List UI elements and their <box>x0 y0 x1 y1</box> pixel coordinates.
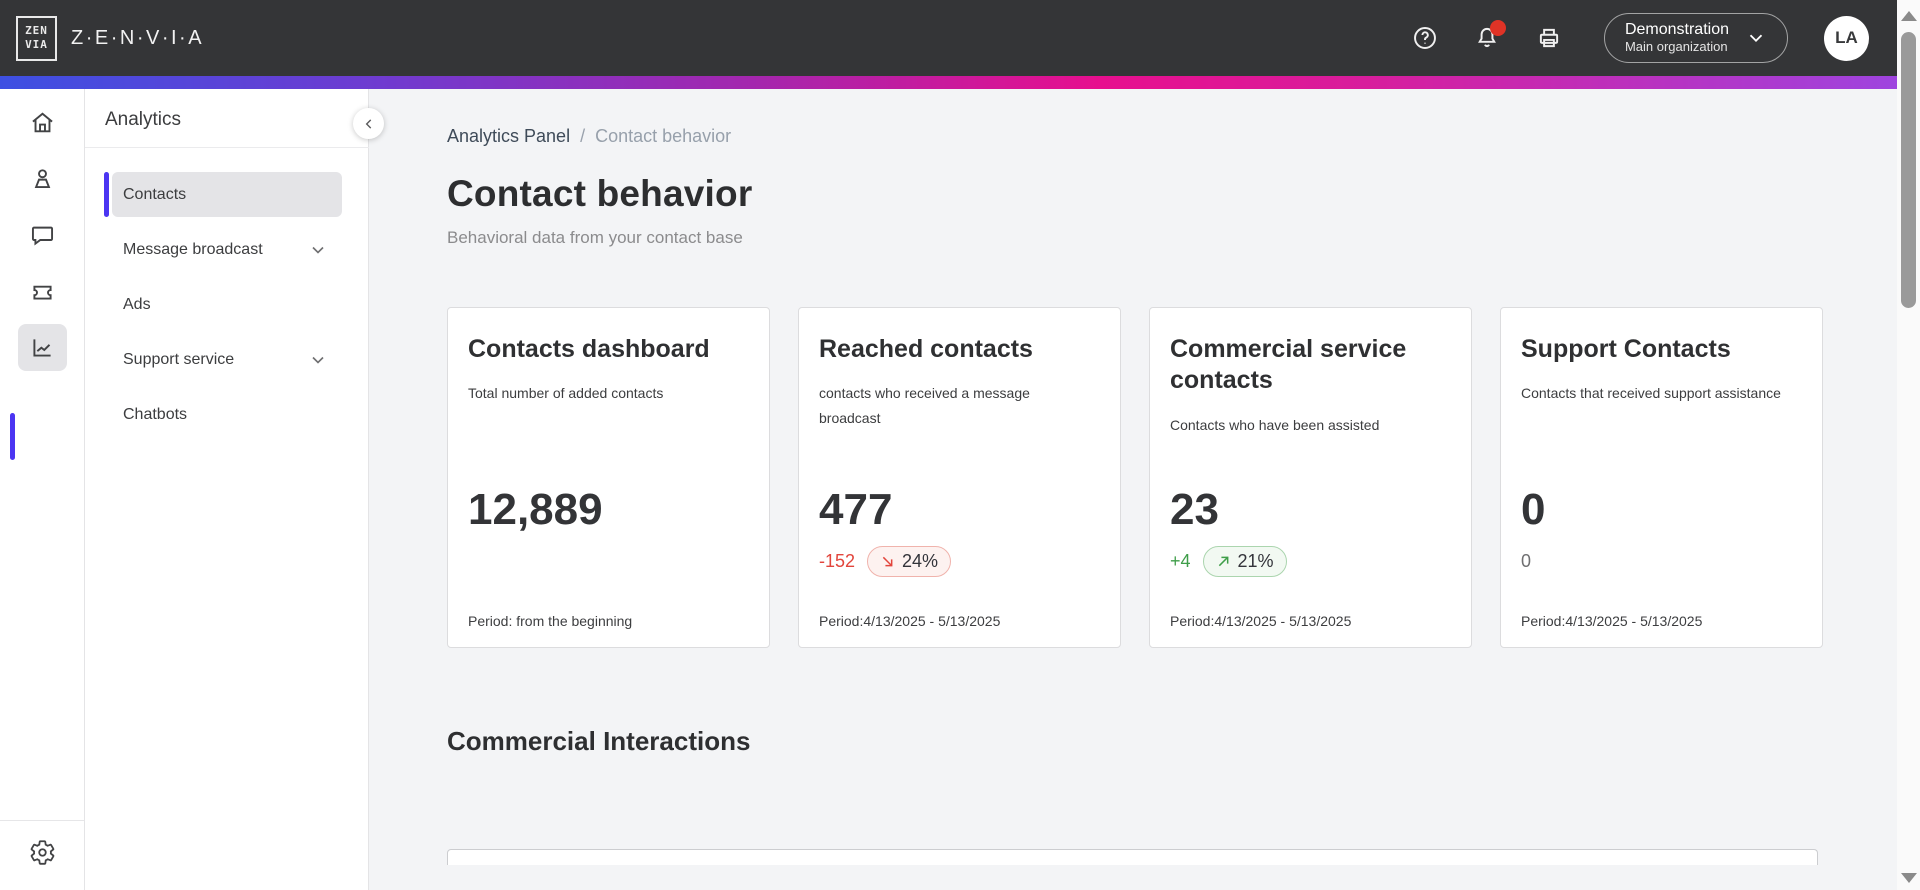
card-commercial-service-contacts: Commercial service contacts Contacts who… <box>1149 307 1472 648</box>
logo-mark-top: ZEN <box>25 24 48 38</box>
card-support-contacts: Support Contacts Contacts that received … <box>1500 307 1823 648</box>
menu-item-chatbots[interactable]: Chatbots <box>112 392 342 437</box>
menu-item-message-broadcast[interactable]: Message broadcast <box>112 227 342 272</box>
card-period: Period:4/13/2025 - 5/13/2025 <box>1170 613 1352 629</box>
user-avatar[interactable]: LA <box>1824 15 1869 61</box>
breadcrumb: Analytics Panel / Contact behavior <box>447 126 1897 147</box>
card-delta: -152 <box>819 550 856 571</box>
card-title: Commercial service contacts <box>1170 335 1407 395</box>
panel-divider <box>85 147 369 148</box>
rail-divider <box>0 820 84 821</box>
card-period: Period:4/13/2025 - 5/13/2025 <box>1521 613 1703 629</box>
ticket-icon <box>33 285 52 300</box>
main-content: Analytics Panel / Contact behavior Conta… <box>370 89 1897 890</box>
menu-item-contacts[interactable]: Contacts <box>104 172 342 217</box>
notifications-bell-icon[interactable] <box>1474 20 1506 51</box>
brand-logo[interactable]: ZEN VIA Z·E·N·V·I·A <box>16 15 205 61</box>
active-menu-indicator <box>104 172 109 217</box>
card-description: Contacts who have been assisted <box>1170 416 1380 433</box>
page-subtitle: Behavioral data from your contact base <box>447 228 743 247</box>
menu-item-label: Support service <box>123 350 235 368</box>
active-rail-indicator <box>10 413 15 460</box>
organization-switcher[interactable]: Demonstration Main organization <box>1603 13 1788 63</box>
card-title: Reached contacts <box>819 335 1033 363</box>
arrow-down-right-icon <box>882 556 893 566</box>
menu-item-label: Message broadcast <box>123 240 263 258</box>
scrollbar-down-arrow[interactable] <box>1901 873 1917 883</box>
card-description: Contacts that received support assistanc… <box>1521 385 1781 402</box>
analytics-panel: Analytics Contacts Message broadcast Ads… <box>85 89 384 890</box>
chevron-down-icon <box>1749 34 1763 43</box>
chevron-down-icon <box>312 246 324 254</box>
card-delta: 0 <box>1521 550 1532 571</box>
accent-gradient-bar <box>0 76 1897 89</box>
card-delta: +4 <box>1170 550 1191 571</box>
panel-title: Analytics <box>105 109 182 130</box>
menu-item-support-service[interactable]: Support service <box>112 337 342 382</box>
zenvia-logo-icon: ZEN VIA <box>16 15 57 61</box>
gear-icon <box>30 840 55 865</box>
sidebar-item-contacts[interactable] <box>18 155 67 202</box>
card-title: Support Contacts <box>1521 335 1731 363</box>
sidebar-item-settings[interactable] <box>18 829 67 876</box>
menu-item-label: Contacts <box>123 185 187 203</box>
organization-subtitle: Main organization <box>1624 39 1728 55</box>
scrollbar-thumb[interactable] <box>1901 32 1916 308</box>
notification-badge <box>1489 20 1506 36</box>
card-reached-contacts: Reached contacts contacts who received a… <box>798 307 1121 648</box>
commercial-interactions-card-partial <box>447 849 1818 865</box>
card-contacts-dashboard: Contacts dashboard Total number of added… <box>447 307 770 648</box>
breadcrumb-separator: / <box>580 126 586 146</box>
card-value: 0 <box>1521 485 1546 534</box>
organization-name: Demonstration <box>1624 20 1729 38</box>
menu-item-label: Ads <box>123 295 151 313</box>
card-value: 23 <box>1170 485 1219 534</box>
section-title-commercial-interactions: Commercial Interactions <box>447 726 751 756</box>
breadcrumb-current: Contact behavior <box>595 126 732 146</box>
badge-percent: 21% <box>1237 550 1274 571</box>
person-icon <box>34 169 51 189</box>
sidebar-item-home[interactable] <box>18 99 67 146</box>
sidebar-item-conversations[interactable] <box>18 212 67 259</box>
page-scrollbar[interactable] <box>1897 0 1920 890</box>
logo-mark-bottom: VIA <box>25 38 48 51</box>
sidebar-item-analytics[interactable] <box>18 324 67 371</box>
line-chart-icon <box>33 339 51 357</box>
menu-item-ads[interactable]: Ads <box>112 282 342 327</box>
top-header: ZEN VIA Z·E·N·V·I·A <box>0 0 1897 76</box>
kpi-cards-row: Contacts dashboard Total number of added… <box>447 307 1897 648</box>
trend-badge-up: 21% <box>1202 545 1287 577</box>
panel-collapse-button[interactable] <box>353 108 384 139</box>
card-description: contacts who received a message broadcas… <box>819 385 1030 426</box>
chat-bubble-icon <box>31 226 54 246</box>
chevron-left-icon <box>365 118 371 129</box>
scrollbar-up-arrow[interactable] <box>1901 11 1917 21</box>
brand-wordmark: Z·E·N·V·I·A <box>71 26 205 49</box>
help-icon[interactable] <box>1412 25 1438 51</box>
menu-item-label: Chatbots <box>123 405 188 423</box>
breadcrumb-analytics-panel[interactable]: Analytics Panel <box>447 126 571 146</box>
badge-percent: 24% <box>902 550 939 571</box>
arrow-up-right-icon <box>1218 556 1228 566</box>
home-icon <box>32 112 53 133</box>
card-value: 477 <box>819 485 893 534</box>
card-title: Contacts dashboard <box>468 335 710 363</box>
page-title: Contact behavior <box>447 173 753 214</box>
card-description: Total number of added contacts <box>468 385 664 402</box>
card-value: 12,889 <box>468 485 603 534</box>
card-period: Period: from the beginning <box>468 613 633 629</box>
trend-badge-down: 24% <box>867 545 952 577</box>
panel-menu: Contacts Message broadcast Ads Support s… <box>85 172 369 447</box>
printer-icon[interactable] <box>1536 25 1562 51</box>
chevron-down-icon <box>312 356 324 364</box>
icon-rail <box>0 89 85 890</box>
card-period: Period:4/13/2025 - 5/13/2025 <box>819 613 1001 629</box>
sidebar-item-tickets[interactable] <box>18 269 67 316</box>
